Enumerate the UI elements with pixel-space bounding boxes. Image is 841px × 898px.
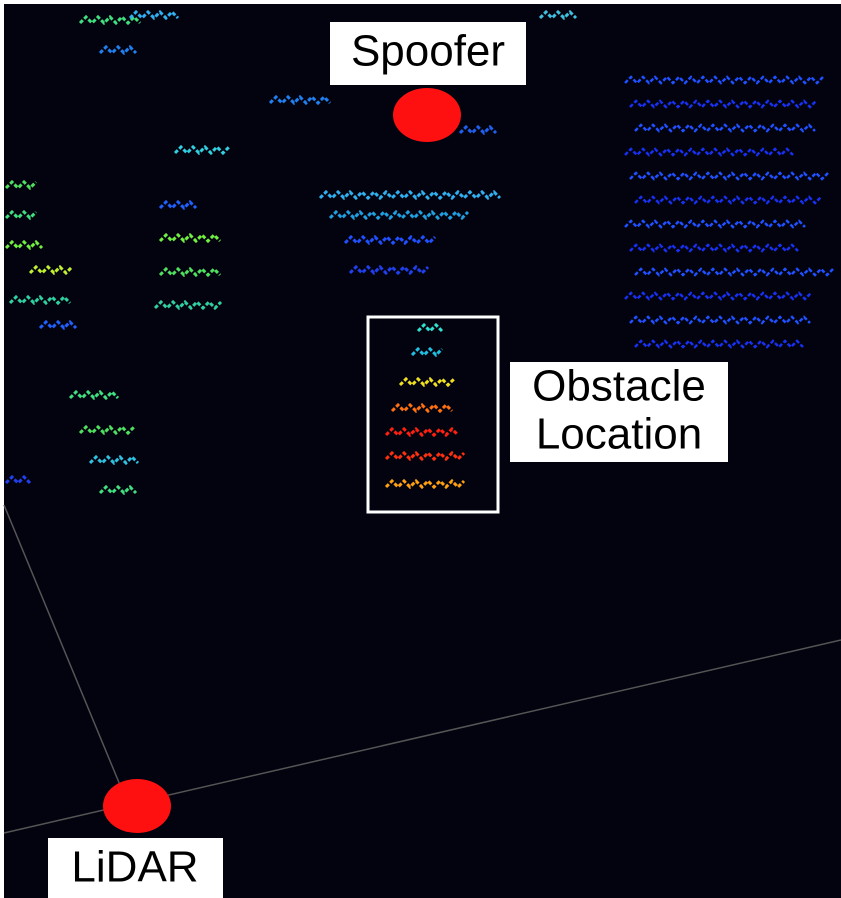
spoofer-label: Spoofer (351, 27, 505, 76)
obstacle-label: Obstacle (532, 362, 706, 411)
obstacle-label: Location (536, 410, 702, 459)
point-cloud-view: Spoofer Obstacle Location LiDAR (0, 0, 841, 898)
lidar-label: LiDAR (71, 843, 198, 892)
page: Spoofer Obstacle Location LiDAR (() => {… (0, 0, 841, 898)
spoofer-marker (393, 88, 461, 142)
lidar-marker (103, 779, 171, 833)
